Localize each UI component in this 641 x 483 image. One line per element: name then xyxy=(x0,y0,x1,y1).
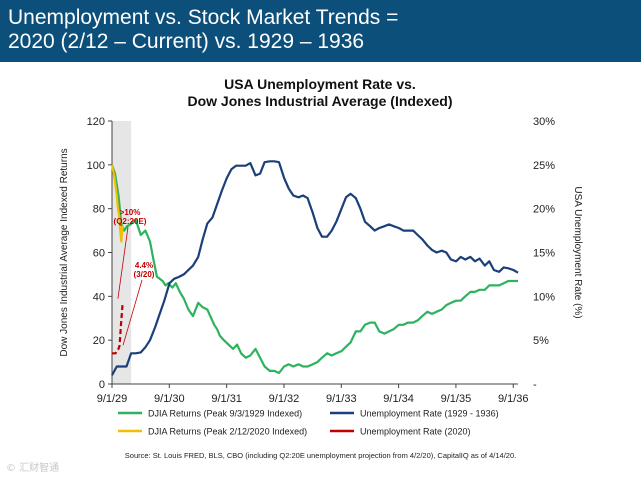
chart-title-line2: Dow Jones Industrial Average (Indexed) xyxy=(187,93,452,109)
right-axis-title: USA Unemployment Rate (%) xyxy=(572,186,583,318)
right-tick-label: 25% xyxy=(533,160,555,172)
legend-label: Unemployment Rate (2020) xyxy=(360,427,471,437)
series-line-2 xyxy=(110,164,125,243)
legend-label: DJIA Returns (Peak 9/3/1929 Indexed) xyxy=(148,409,302,419)
x-tick-label: 9/1/36 xyxy=(498,393,529,405)
source-note: Source: St. Louis FRED, BLS, CBO (includ… xyxy=(124,451,517,460)
right-tick-label: 10% xyxy=(533,291,555,303)
watermark: © 汇财智通 xyxy=(6,463,60,474)
annotation-leader xyxy=(122,279,143,346)
x-tick-label: 9/1/33 xyxy=(326,393,357,405)
annotation-sublabel: (Q2:20E) xyxy=(114,217,147,226)
series-line-4 xyxy=(112,305,124,355)
x-tick-label: 9/1/34 xyxy=(383,393,414,405)
header-banner: Unemployment vs. Stock Market Trends = 2… xyxy=(0,0,641,62)
annotation-sublabel: (3/20) xyxy=(134,270,155,279)
annotation-leader xyxy=(117,226,129,299)
left-axis-title: Dow Jones Industrial Average Indexed Ret… xyxy=(59,148,70,356)
shaded-period xyxy=(112,121,132,384)
header-title-line1: Unemployment vs. Stock Market Trends = xyxy=(8,6,399,29)
x-tick-label: 9/1/30 xyxy=(154,393,185,405)
legend-label: DJIA Returns (Peak 2/12/2020 Indexed) xyxy=(148,427,307,437)
left-tick-label: 80 xyxy=(93,204,105,216)
right-tick-label: 15% xyxy=(533,248,555,260)
series-line-3 xyxy=(111,160,519,376)
left-tick-label: 0 xyxy=(99,379,105,391)
left-tick-label: 120 xyxy=(87,116,105,128)
right-tick-label: 30% xyxy=(533,116,555,128)
left-tick-label: 100 xyxy=(87,160,105,172)
annotation-label: 4.4% xyxy=(135,261,153,270)
left-tick-label: 60 xyxy=(93,248,105,260)
right-tick-label: 5% xyxy=(533,335,549,347)
x-tick-label: 9/1/31 xyxy=(211,393,242,405)
legend-label: Unemployment Rate (1929 - 1936) xyxy=(360,409,499,419)
series-line-1 xyxy=(110,164,518,375)
annotation-label: >10% xyxy=(120,208,141,217)
x-tick-label: 9/1/29 xyxy=(97,393,128,405)
x-tick-label: 9/1/35 xyxy=(441,393,472,405)
left-tick-label: 40 xyxy=(93,291,105,303)
chart-title-line1: USA Unemployment Rate vs. xyxy=(224,76,416,92)
chart: USA Unemployment Rate vs.Dow Jones Indus… xyxy=(59,76,583,437)
right-tick-label: 20% xyxy=(533,204,555,216)
header-title-line2: 2020 (2/12 – Current) vs. 1929 – 1936 xyxy=(8,30,365,53)
x-tick-label: 9/1/32 xyxy=(269,393,300,405)
left-tick-label: 20 xyxy=(93,335,105,347)
right-tick-label: - xyxy=(533,379,537,391)
